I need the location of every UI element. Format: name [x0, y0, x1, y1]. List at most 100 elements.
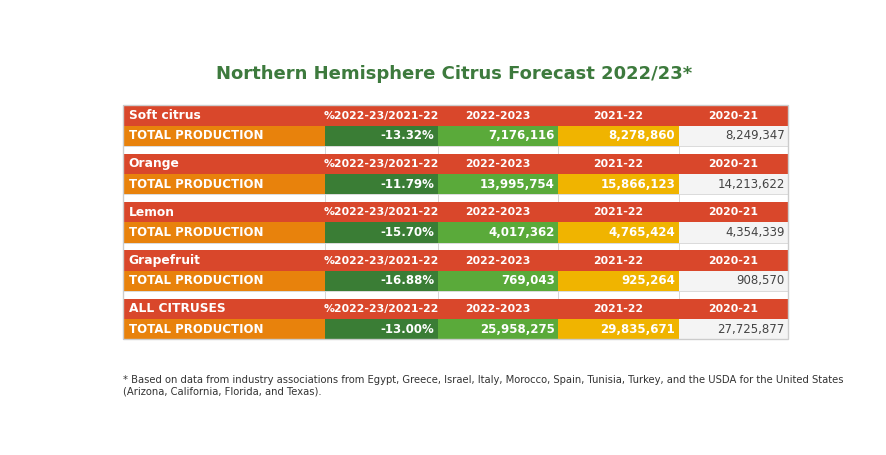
Bar [324, 154, 438, 174]
Bar [678, 271, 787, 291]
Bar [557, 202, 678, 222]
Text: 4,354,339: 4,354,339 [724, 226, 784, 239]
Bar [123, 174, 324, 194]
Bar [123, 291, 324, 299]
Text: 27,725,877: 27,725,877 [717, 323, 784, 336]
Bar [123, 243, 787, 250]
Bar [557, 146, 678, 154]
Bar [557, 222, 678, 243]
Bar [438, 194, 557, 202]
Text: 2021-22: 2021-22 [593, 159, 642, 169]
Text: 2020-21: 2020-21 [707, 159, 758, 169]
Bar [123, 202, 324, 222]
Bar [123, 106, 324, 126]
Text: ALL CITRUSES: ALL CITRUSES [128, 303, 225, 315]
Bar [678, 222, 787, 243]
Bar [123, 146, 787, 154]
Text: -13.00%: -13.00% [380, 323, 434, 336]
Bar [678, 299, 787, 319]
Text: TOTAL PRODUCTION: TOTAL PRODUCTION [128, 178, 263, 191]
Text: -16.88%: -16.88% [380, 274, 434, 288]
Text: Northern Hemisphere Citrus Forecast 2022/23*: Northern Hemisphere Citrus Forecast 2022… [216, 65, 692, 83]
Bar [123, 194, 787, 202]
Text: -15.70%: -15.70% [380, 226, 434, 239]
Text: 2020-21: 2020-21 [707, 256, 758, 266]
Bar [438, 106, 557, 126]
Text: TOTAL PRODUCTION: TOTAL PRODUCTION [128, 129, 263, 142]
Text: 25,958,275: 25,958,275 [479, 323, 555, 336]
Bar [438, 250, 557, 271]
Bar [123, 222, 324, 243]
Text: 2022-2023: 2022-2023 [465, 111, 530, 121]
Bar [557, 319, 678, 339]
Bar [557, 271, 678, 291]
Bar [438, 271, 557, 291]
Text: 15,866,123: 15,866,123 [600, 178, 674, 191]
Text: 2022-2023: 2022-2023 [465, 159, 530, 169]
Bar [678, 146, 787, 154]
Text: -11.79%: -11.79% [380, 178, 434, 191]
Text: Orange: Orange [128, 157, 180, 171]
Bar [123, 194, 324, 202]
Bar [557, 174, 678, 194]
Text: 2022-2023: 2022-2023 [465, 256, 530, 266]
Text: 2021-22: 2021-22 [593, 256, 642, 266]
Bar [324, 146, 438, 154]
Bar [324, 319, 438, 339]
Bar [438, 243, 557, 250]
Bar [438, 154, 557, 174]
Bar [324, 126, 438, 146]
Bar [678, 243, 787, 250]
Bar [438, 174, 557, 194]
Text: Lemon: Lemon [128, 206, 175, 219]
Text: %2022-23/2021-22: %2022-23/2021-22 [323, 256, 439, 266]
Text: %2022-23/2021-22: %2022-23/2021-22 [323, 207, 439, 217]
Text: 7,176,116: 7,176,116 [488, 129, 555, 142]
Bar [123, 299, 324, 319]
Text: 13,995,754: 13,995,754 [479, 178, 555, 191]
Text: 925,264: 925,264 [620, 274, 674, 288]
Text: 2022-2023: 2022-2023 [465, 207, 530, 217]
Bar [678, 250, 787, 271]
Bar [123, 146, 324, 154]
Text: 2021-22: 2021-22 [593, 207, 642, 217]
Bar [678, 126, 787, 146]
Bar [324, 202, 438, 222]
Text: 2021-22: 2021-22 [593, 111, 642, 121]
Bar [123, 243, 324, 250]
Bar [557, 250, 678, 271]
Bar [324, 271, 438, 291]
Text: TOTAL PRODUCTION: TOTAL PRODUCTION [128, 226, 263, 239]
Bar [678, 174, 787, 194]
Text: 4,765,424: 4,765,424 [608, 226, 674, 239]
Text: %2022-23/2021-22: %2022-23/2021-22 [323, 111, 439, 121]
Bar [123, 271, 324, 291]
Text: %2022-23/2021-22: %2022-23/2021-22 [323, 304, 439, 314]
Bar [678, 319, 787, 339]
Bar [123, 106, 787, 339]
Bar [123, 291, 787, 299]
Bar [678, 202, 787, 222]
Text: Grapefruit: Grapefruit [128, 254, 200, 267]
Bar [324, 291, 438, 299]
Text: %2022-23/2021-22: %2022-23/2021-22 [323, 159, 439, 169]
Bar [324, 299, 438, 319]
Bar [557, 299, 678, 319]
Bar [438, 202, 557, 222]
Bar [438, 319, 557, 339]
Text: 8,278,860: 8,278,860 [608, 129, 674, 142]
Bar [438, 146, 557, 154]
Text: 908,570: 908,570 [735, 274, 784, 288]
Text: TOTAL PRODUCTION: TOTAL PRODUCTION [128, 323, 263, 336]
Text: Soft citrus: Soft citrus [128, 109, 200, 122]
Bar [123, 319, 324, 339]
Bar [678, 291, 787, 299]
Bar [123, 250, 324, 271]
Bar [678, 106, 787, 126]
Bar [438, 291, 557, 299]
Bar [557, 291, 678, 299]
Bar [324, 106, 438, 126]
Text: 2022-2023: 2022-2023 [465, 304, 530, 314]
Text: 29,835,671: 29,835,671 [600, 323, 674, 336]
Text: -13.32%: -13.32% [380, 129, 434, 142]
